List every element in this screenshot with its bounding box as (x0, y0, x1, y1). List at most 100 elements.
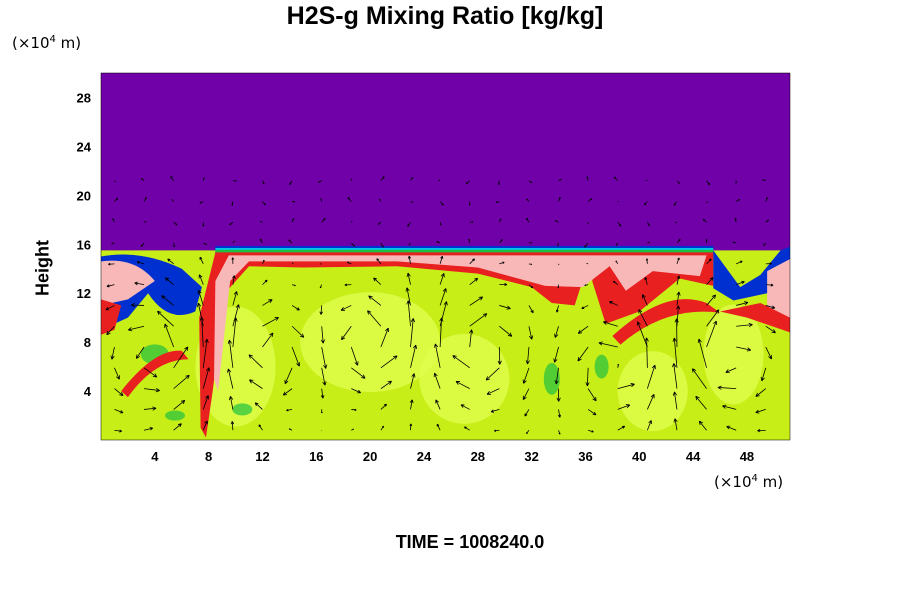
velocity-vector (555, 305, 559, 313)
velocity-vector (558, 196, 561, 202)
velocity-vector (755, 388, 767, 397)
velocity-vector (229, 221, 234, 226)
velocity-vector (164, 323, 175, 348)
velocity-vector (673, 201, 678, 206)
velocity-vector (114, 367, 120, 380)
y-tick-label: 28 (77, 90, 91, 105)
velocity-vector (106, 325, 115, 336)
velocity-vector (765, 305, 776, 310)
velocity-vector (557, 284, 560, 289)
velocity-vector (380, 380, 392, 389)
velocity-vector (765, 346, 772, 360)
velocity-vector (676, 305, 681, 327)
velocity-vector (232, 304, 240, 327)
velocity-vector (340, 305, 352, 311)
velocity-vector (641, 294, 648, 306)
x-tick-label: 24 (417, 449, 432, 464)
velocity-vector (320, 326, 326, 344)
velocity-vector (734, 217, 737, 223)
velocity-vector (675, 221, 678, 224)
velocity-vector (262, 317, 279, 327)
velocity-vector (528, 326, 534, 340)
velocity-vector (227, 339, 234, 368)
velocity-vector (557, 242, 559, 247)
velocity-vector (499, 283, 508, 287)
velocity-vector (486, 388, 500, 395)
velocity-vector (198, 274, 204, 285)
velocity-vector (232, 179, 237, 182)
velocity-vector (736, 301, 749, 306)
velocity-vector (464, 426, 470, 431)
velocity-vector (143, 367, 158, 378)
velocity-vector (351, 388, 362, 394)
velocity-vector (460, 404, 470, 410)
green-patch (594, 354, 609, 379)
velocity-vector (645, 179, 648, 182)
velocity-vector (465, 180, 470, 185)
velocity-vector (380, 327, 389, 348)
velocity-vector (695, 395, 707, 410)
time-label: TIME = 1008240.0 (395, 532, 545, 552)
velocity-vector (526, 429, 530, 435)
velocity-vector (143, 427, 154, 431)
velocity-vector (726, 425, 737, 431)
boundary-edge (215, 249, 714, 255)
velocity-vector (114, 409, 124, 414)
velocity-vector (373, 277, 382, 285)
velocity-vector (131, 303, 145, 308)
velocity-vector (762, 179, 766, 182)
velocity-vector (288, 428, 293, 431)
velocity-vector (452, 355, 470, 369)
velocity-vector (528, 180, 533, 184)
velocity-vector (469, 258, 475, 265)
chart-title: H2S-g Mixing Ratio [kg/kg] (286, 2, 604, 30)
velocity-vector (646, 394, 655, 410)
velocity-vector (111, 242, 115, 245)
velocity-vector (231, 201, 234, 206)
velocity-vector (291, 218, 295, 223)
velocity-vector (705, 239, 708, 244)
velocity-vector (469, 277, 479, 285)
velocity-vector (291, 284, 296, 287)
velocity-vector (644, 201, 648, 206)
y-axis-unit: (×104 m) (12, 34, 82, 52)
velocity-vector (587, 409, 597, 416)
velocity-vector (108, 262, 115, 266)
velocity-vector (585, 367, 590, 387)
velocity-vector (228, 396, 234, 410)
velocity-vector (140, 177, 145, 181)
velocity-vector (558, 178, 562, 182)
velocity-vector (106, 284, 115, 288)
velocity-vector (499, 305, 511, 310)
velocity-vector (556, 388, 561, 402)
velocity-vector (291, 325, 305, 338)
velocity-vector (164, 277, 174, 285)
velocity-vector (140, 242, 145, 247)
velocity-vector (647, 241, 651, 244)
velocity-vector (736, 260, 743, 265)
velocity-vector (114, 388, 124, 397)
velocity-vector (230, 421, 235, 431)
x-tick-label: 8 (205, 449, 212, 464)
y-tick-label: 20 (77, 188, 91, 203)
velocity-vector (291, 305, 300, 311)
velocity-vector (351, 367, 366, 379)
velocity-vectors (105, 176, 776, 435)
x-tick-label: 36 (578, 449, 592, 464)
velocity-vector (249, 379, 263, 389)
velocity-vector (615, 242, 619, 246)
y-tick-label: 4 (84, 384, 92, 399)
velocity-vector (262, 259, 265, 265)
velocity-vector (725, 367, 737, 373)
velocity-vector (173, 221, 178, 226)
velocity-vector (609, 301, 618, 306)
velocity-vector (258, 424, 263, 431)
velocity-vector (617, 404, 631, 410)
x-tick-label: 40 (632, 449, 646, 464)
velocity-vector (112, 218, 115, 223)
velocity-vector (586, 176, 589, 181)
velocity-vector (717, 385, 737, 390)
velocity-vector (765, 325, 776, 334)
velocity-vector (262, 299, 273, 306)
velocity-vector (528, 263, 533, 266)
